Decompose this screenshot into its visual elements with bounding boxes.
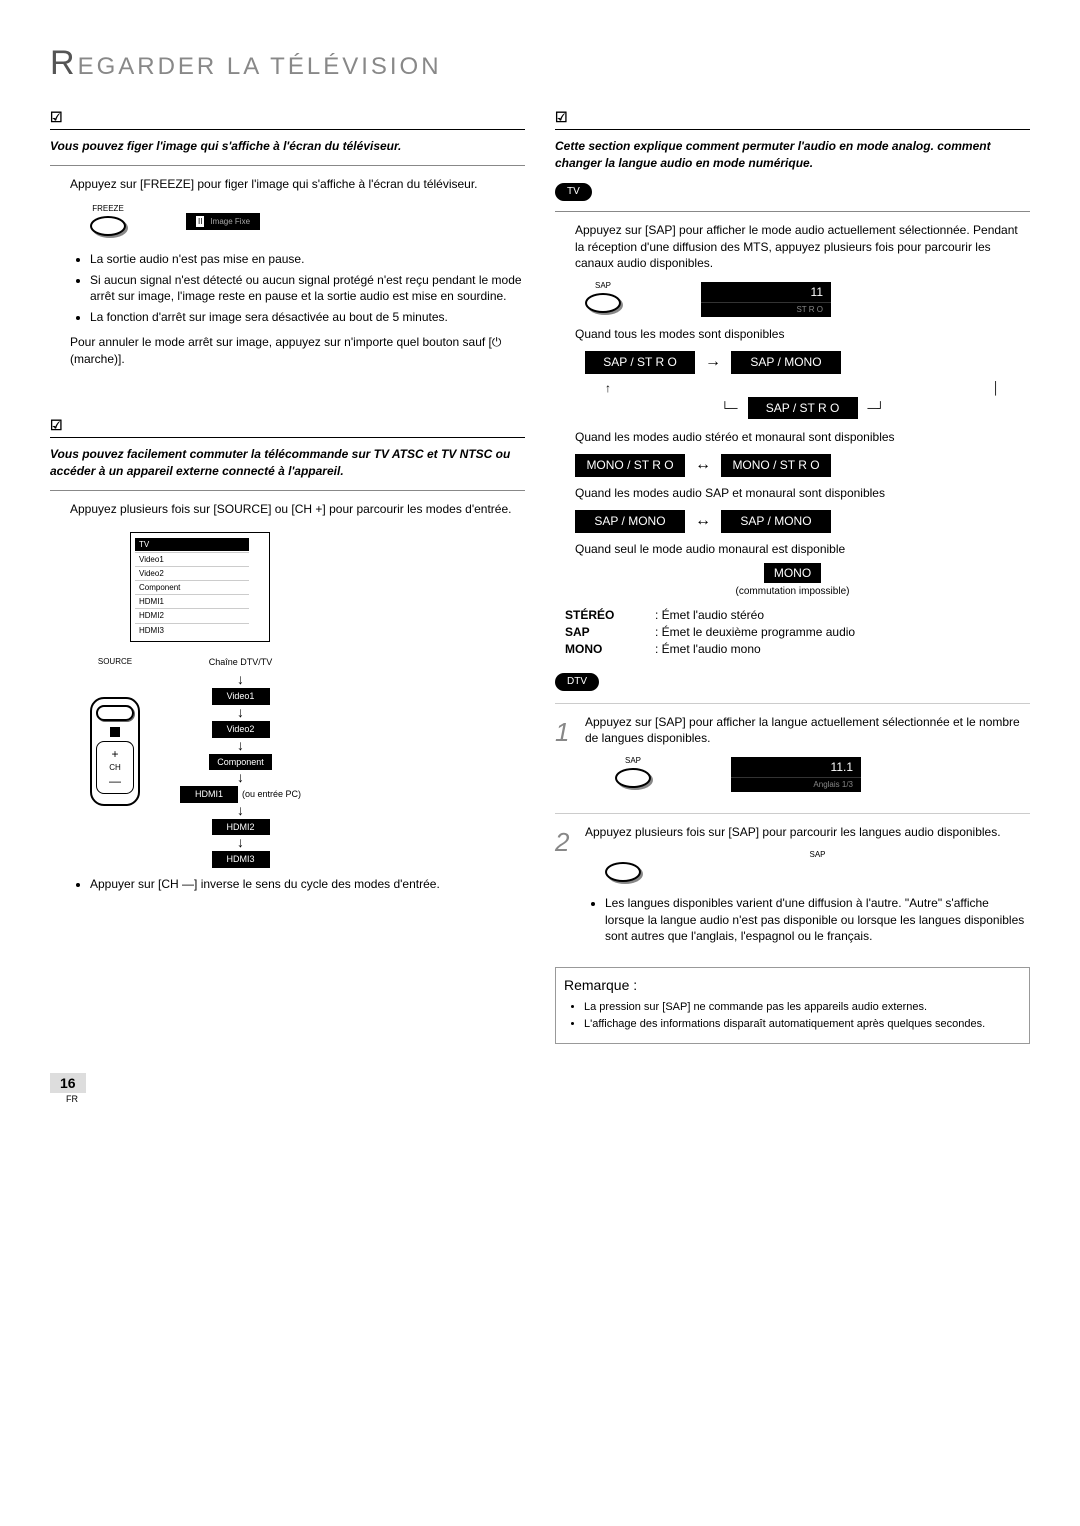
freeze-intro: Vous pouvez figer l'image qui s'affiche … [50, 138, 525, 155]
left-column: Vous pouvez figer l'image qui s'affiche … [50, 108, 525, 1044]
remark-box: Remarque : La pression sur [SAP] ne comm… [555, 967, 1030, 1043]
source-instruction: Appuyez plusieurs fois sur [SOURCE] ou [… [70, 501, 525, 518]
sap-instruction: Appuyez sur [SAP] pour afficher le mode … [575, 222, 1030, 272]
sap-mono-label: Quand les modes audio SAP et monaural so… [575, 485, 1030, 502]
mono-only-label: Quand seul le mode audio monaural est di… [575, 541, 1030, 558]
sap-header [555, 108, 1030, 131]
osd-freeze: II Image Fixe [186, 213, 260, 230]
sap-button-graphic: SAP [615, 755, 651, 793]
freeze-cancel: Pour annuler le mode arrêt sur image, ap… [70, 334, 525, 368]
page-footer: 16 FR [50, 1074, 1030, 1106]
step-2: 2 Appuyez plusieurs fois sur [SAP] pour … [555, 813, 1030, 953]
page-title: REGARDER LA TÉLÉVISION [50, 40, 1030, 88]
sap-button-graphic: SAP [585, 280, 621, 318]
sap-illustration: SAP 11 ST R O [585, 280, 1030, 318]
input-flow: Chaîne DTV/TV ↓ Video1 ↓ Video2 ↓ Compon… [180, 656, 301, 868]
sap-button-graphic: SAP [605, 849, 1030, 887]
freeze-instruction: Appuyez sur [FREEZE] pour figer l'image … [70, 176, 525, 193]
freeze-notes: La sortie audio n'est pas mise en pause.… [80, 251, 525, 326]
all-modes-label: Quand tous les modes sont disponibles [575, 326, 1030, 343]
dtv-pill: DTV [555, 673, 599, 691]
mode-loop-all: SAP / ST R O → SAP / MONO ↑│ └─ SAP / ST… [575, 351, 1030, 419]
remote-graphic: SOURCE + CH — [90, 656, 140, 806]
stop-icon [110, 727, 120, 737]
step-1: 1 Appuyez sur [SAP] pour afficher la lan… [555, 703, 1030, 802]
mono-badge-row: MONO (commutation impossible) [555, 565, 1030, 599]
arrow-bidir-icon: ↔ [695, 510, 711, 532]
tv-pill: TV [555, 183, 592, 201]
source-header [50, 416, 525, 439]
audio-definitions: STÉRÉO: Émet l'audio stéréo SAP: Émet le… [565, 607, 1030, 657]
arrow-bidir-icon: ↔ [695, 454, 711, 476]
pause-icon: II [196, 216, 204, 227]
freeze-button-graphic: FREEZE [90, 203, 126, 241]
freeze-illustration: FREEZE II Image Fixe [90, 203, 525, 241]
remote-flow: SOURCE + CH — Chaîne DTV/TV ↓ Video1 ↓ V… [90, 656, 525, 868]
source-menu: TV Video1 Video2 Component HDMI1 HDMI2 H… [130, 532, 270, 642]
mode-row-stereo-mono: MONO / ST R O ↔ MONO / ST R O [575, 454, 1030, 477]
source-intro: Vous pouvez facilement commuter la téléc… [50, 446, 525, 480]
right-column: Cette section explique comment permuter … [555, 108, 1030, 1044]
stereo-mono-label: Quand les modes audio stéréo et monaural… [575, 429, 1030, 446]
osd-dtv: 11.1 Anglais 1/3 [731, 757, 861, 792]
osd-channel: 11 ST R O [701, 282, 831, 317]
arrow-right-icon: → [705, 351, 721, 373]
freeze-header [50, 108, 525, 131]
reverse-note: Appuyer sur [CH —] inverse le sens du cy… [80, 876, 525, 893]
sap-intro: Cette section explique comment permuter … [555, 138, 1030, 172]
two-column-layout: Vous pouvez figer l'image qui s'affiche … [50, 108, 1030, 1044]
mode-row-sap-mono: SAP / MONO ↔ SAP / MONO [575, 510, 1030, 533]
